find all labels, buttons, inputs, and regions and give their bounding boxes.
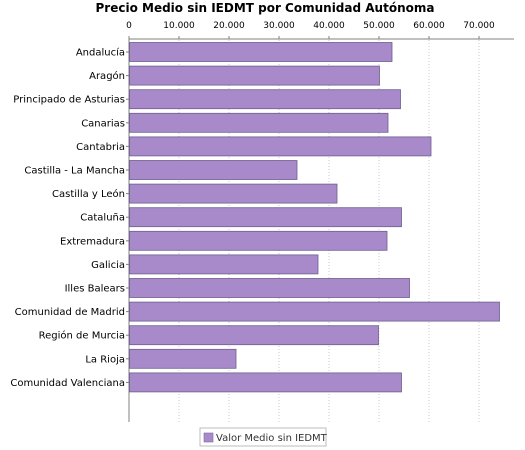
category-label: Comunidad de Madrid xyxy=(15,307,125,318)
legend-box xyxy=(199,427,327,447)
x-tick-label: 70.000 xyxy=(463,21,495,31)
category-label: Principado de Asturias xyxy=(13,95,125,106)
chart-title: Precio Medio sin IEDMT por Comunidad Aut… xyxy=(96,1,435,15)
category-label: Canarias xyxy=(81,118,125,129)
x-tick-label: 30.000 xyxy=(263,21,295,31)
category-label: Región de Murcia xyxy=(39,330,125,342)
category-label: Extremadura xyxy=(60,236,125,247)
x-tick-label: 60.000 xyxy=(413,21,445,31)
category-label: Castilla y León xyxy=(52,188,125,200)
category-label: Cataluña xyxy=(80,213,125,224)
x-axis: 0 10.000 20.000 30.000 40.000 50.000 60.000 70.… xyxy=(126,21,514,422)
category-label: Aragón xyxy=(89,70,125,82)
x-tick-label: 10.000 xyxy=(163,21,195,31)
category-labels: Andalucía Aragón Principado de Asturias Can… xyxy=(10,47,125,389)
legend-label: Valor Medio sin IEDMT xyxy=(216,433,328,444)
bar xyxy=(129,372,402,393)
bar xyxy=(129,325,379,346)
category-label: La Rioja xyxy=(85,354,125,365)
bar xyxy=(129,42,393,62)
bar xyxy=(129,65,380,86)
bar xyxy=(129,112,389,133)
bars xyxy=(129,42,500,393)
x-tick-label: 20.000 xyxy=(213,21,245,31)
bar xyxy=(129,301,500,322)
bar xyxy=(129,136,432,157)
category-label: Galicia xyxy=(91,260,125,271)
bar xyxy=(129,278,410,298)
bar xyxy=(129,254,319,275)
x-tick-label: 50.000 xyxy=(363,21,395,31)
x-tick-label: 0 xyxy=(126,21,132,31)
bar xyxy=(129,160,298,180)
category-label: Illes Balears xyxy=(65,284,125,295)
bar xyxy=(129,207,402,228)
category-label: Cantabria xyxy=(76,142,125,153)
category-label: Andalucía xyxy=(76,47,125,59)
bar xyxy=(129,348,237,369)
category-label: Comunidad Valenciana xyxy=(10,378,125,389)
legend-swatch xyxy=(203,432,214,443)
bar xyxy=(129,183,338,204)
category-label: Castilla - La Mancha xyxy=(24,166,125,177)
bar xyxy=(129,230,388,251)
x-tick-label: 40.000 xyxy=(313,21,345,31)
legend: Valor Medio sin IEDMT xyxy=(199,427,328,447)
bar xyxy=(129,89,401,110)
